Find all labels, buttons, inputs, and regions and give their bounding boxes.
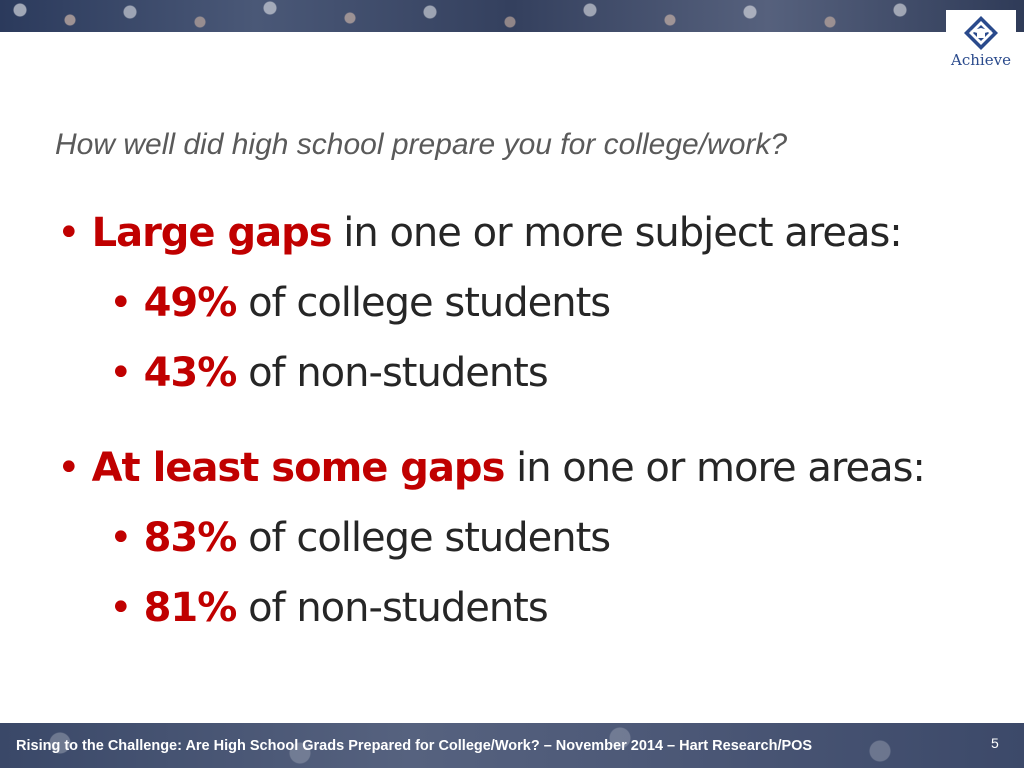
sub-bullet-percent: 83%: [143, 515, 238, 561]
sub-bullet-college: • 49% of college students: [57, 268, 1007, 338]
graduation-cap-icon: [964, 16, 998, 50]
sub-bullet-text: of college students: [248, 515, 611, 561]
bullet-highlight: At least some gaps: [91, 445, 506, 491]
sub-bullet-text: of college students: [248, 280, 611, 326]
bullet-dot: •: [109, 280, 133, 326]
bullet-list: • Large gaps in one or more subject areas…: [57, 198, 1007, 643]
bullet-dot: •: [57, 210, 81, 256]
sub-bullet-percent: 49%: [143, 280, 238, 326]
bullet-dot: •: [109, 515, 133, 561]
sub-bullet-non-students: • 81% of non-students: [57, 573, 1007, 643]
sub-bullet-text: of non-students: [248, 585, 549, 631]
bullet-dot: •: [109, 585, 133, 631]
sub-bullet-non-students: • 43% of non-students: [57, 338, 1007, 408]
sub-bullet-text: of non-students: [248, 350, 549, 396]
bullet-large-gaps: • Large gaps in one or more subject areas…: [57, 198, 1007, 268]
bullet-dot: •: [109, 350, 133, 396]
bullet-highlight: Large gaps: [91, 210, 333, 256]
achieve-logo: Achieve: [946, 10, 1016, 74]
page-number: 5: [991, 735, 999, 751]
gap-section-large: • Large gaps in one or more subject areas…: [57, 198, 1007, 408]
footer-bar: Rising to the Challenge: Are High School…: [0, 723, 1024, 768]
sub-bullet-percent: 43%: [143, 350, 238, 396]
header-photo-banner: [0, 0, 1024, 32]
sub-bullet-percent: 81%: [143, 585, 238, 631]
bullet-text: in one or more subject areas:: [343, 210, 902, 256]
bullet-text: in one or more areas:: [516, 445, 926, 491]
logo-text: Achieve: [951, 51, 1011, 69]
slide-subtitle: How well did high school prepare you for…: [55, 128, 788, 161]
bullet-some-gaps: • At least some gaps in one or more areas…: [57, 433, 1007, 503]
gap-section-some: • At least some gaps in one or more areas…: [57, 433, 1007, 643]
footer-citation: Rising to the Challenge: Are High School…: [16, 738, 813, 754]
bullet-dot: •: [57, 445, 81, 491]
sub-bullet-college: • 83% of college students: [57, 503, 1007, 573]
